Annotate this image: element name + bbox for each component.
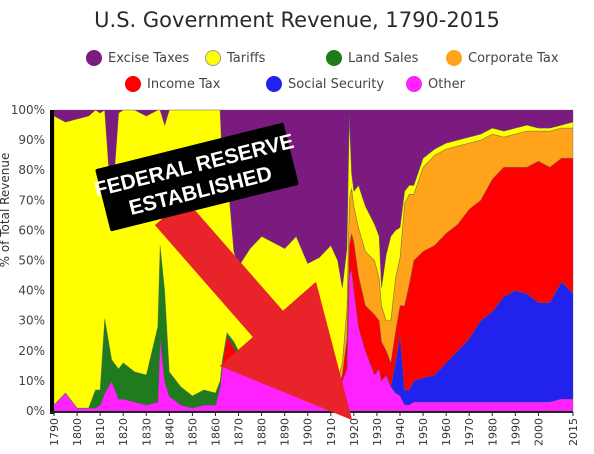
x-axis-ticks: 1790 1800 1810 1820 1830 1840 1850 1860 1870 1880…: [48, 412, 580, 446]
legend-swatch: [125, 76, 141, 92]
x-tick-label: 1920: [348, 418, 361, 446]
legend-item-income-tax[interactable]: Income Tax: [125, 76, 220, 92]
y-tick-label: 60%: [18, 223, 45, 237]
legend-row: Income Tax Social Security Other: [0, 76, 594, 98]
y-tick-label: 0%: [26, 404, 45, 418]
y-axis-ticks: 0% 10% 20% 30% 40% 50% 60% 70% 80% 90% 100%: [11, 103, 45, 418]
legend-swatch: [446, 50, 462, 66]
legend-swatch: [406, 76, 422, 92]
chart-title: U.S. Government Revenue, 1790-2015: [94, 8, 500, 32]
x-tick-label: 1800: [71, 418, 84, 446]
y-tick-label: 40%: [18, 284, 45, 298]
x-tick-label: 1980: [486, 418, 499, 446]
x-tick-label: 1810: [94, 418, 107, 446]
x-tick-label: 1860: [209, 418, 222, 446]
annotation-box: [95, 122, 299, 232]
x-tick-label: 1910: [325, 418, 338, 446]
legend-item-other[interactable]: Other: [406, 76, 465, 92]
x-tick-label: 1950: [417, 418, 430, 446]
x-tick-label: 1830: [140, 418, 153, 446]
x-tick-label: 2000: [532, 418, 545, 446]
y-tick-label: 10%: [18, 374, 45, 388]
x-tick-label: 1840: [163, 418, 176, 446]
x-tick-label: 1930: [371, 418, 384, 446]
x-tick-label: 1890: [279, 418, 292, 446]
legend-swatch: [86, 50, 102, 66]
y-tick-label: 30%: [18, 314, 45, 328]
x-tick-label: 1850: [186, 418, 199, 446]
legend-label: Income Tax: [147, 76, 221, 92]
x-tick-label: 1940: [394, 418, 407, 446]
x-tick-label: 2015: [567, 418, 580, 446]
y-tick-label: 20%: [18, 344, 45, 358]
x-tick-label: 1880: [256, 418, 269, 446]
legend-item-tariffs[interactable]: Tariffs: [205, 50, 265, 66]
x-tick-label: 1960: [440, 418, 453, 446]
legend-label: Land Sales: [348, 50, 419, 66]
legend-swatch: [266, 76, 282, 92]
legend-label: Corporate Tax: [468, 50, 559, 66]
legend-swatch: [205, 50, 221, 66]
legend-item-corporate-tax[interactable]: Corporate Tax: [446, 50, 559, 66]
x-tick-label: 1900: [302, 418, 315, 446]
x-tick-label: 1820: [117, 418, 130, 446]
y-tick-label: 100%: [11, 103, 45, 117]
y-tick-label: 70%: [18, 193, 45, 207]
legend-swatch: [326, 50, 342, 66]
x-tick-label: 1990: [509, 418, 522, 446]
legend-item-social-security[interactable]: Social Security: [266, 76, 384, 92]
x-tick-label: 1870: [233, 418, 246, 446]
y-tick-label: 50%: [18, 254, 45, 268]
legend-label: Social Security: [288, 76, 385, 92]
x-tick-label: 1970: [463, 418, 476, 446]
y-tick-label: 90%: [18, 133, 45, 147]
legend-item-land-sales[interactable]: Land Sales: [326, 50, 418, 66]
legend-item-excise-taxes[interactable]: Excise Taxes: [86, 50, 189, 66]
legend-label: Other: [428, 76, 465, 92]
legend-label: Excise Taxes: [108, 50, 190, 66]
legend-label: Tariffs: [227, 50, 266, 66]
y-tick-label: 80%: [18, 163, 45, 177]
x-tick-label: 1790: [48, 418, 61, 446]
y-axis-label: % of Total Revenue: [0, 153, 12, 268]
legend-row: Excise Taxes Tariffs Land Sales Corporat…: [0, 50, 594, 72]
annotation-arrow: [154, 198, 353, 421]
